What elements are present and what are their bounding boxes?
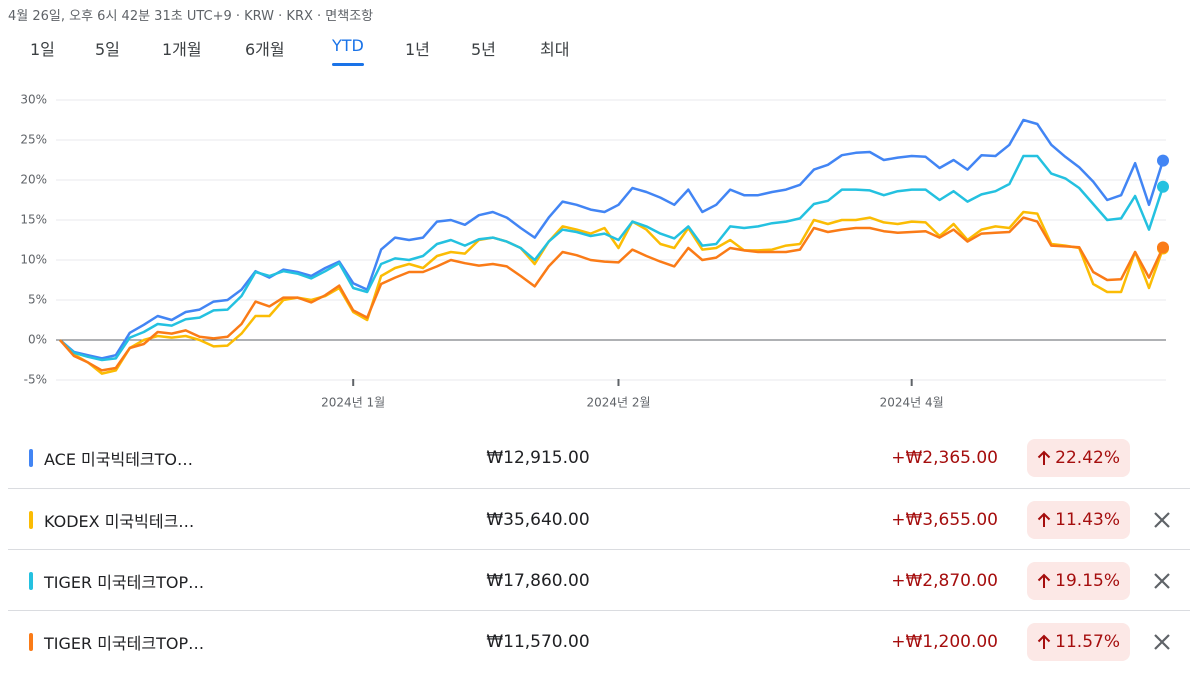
chart: 30% 25% 20% 15% 10% 5% 0% -5% 2024년 1월 2024년 2월 20… <box>20 93 1169 410</box>
range-tab[interactable]: 최대 <box>540 40 570 59</box>
range-tab[interactable]: 5년 <box>471 40 496 59</box>
remove-button[interactable] <box>1152 632 1172 652</box>
up-arrow <box>1037 634 1051 649</box>
up-arrow <box>1037 450 1051 465</box>
range-tab[interactable]: 5일 <box>95 40 120 59</box>
price: ₩12,915.00 <box>486 447 590 468</box>
remove-button[interactable] <box>1152 571 1172 591</box>
end-point <box>1157 180 1169 193</box>
x-tick-label: 2024년 4월 <box>880 396 944 410</box>
up-arrow <box>1037 512 1051 527</box>
color-dot <box>29 448 33 467</box>
end-point <box>1157 241 1169 254</box>
holding-name: KODEX 미국빅테크… <box>44 511 195 531</box>
x-tick-label: 2024년 1월 <box>321 396 385 410</box>
y-tick-label: 20% <box>20 173 47 187</box>
price: ₩35,640.00 <box>486 509 590 530</box>
close-icon <box>1154 633 1170 650</box>
change-pill: 11.43% <box>1027 500 1130 539</box>
x-tick-label: 2024년 2월 <box>586 396 650 410</box>
range-tab[interactable]: 1일 <box>30 40 55 59</box>
y-tick-label: -5% <box>24 373 47 387</box>
change-percent: 22.42% <box>1055 447 1120 468</box>
price: ₩17,860.00 <box>486 570 590 591</box>
range-tab[interactable]: 1년 <box>405 40 430 59</box>
holding-name: ACE 미국빅테크TO… <box>44 449 193 469</box>
range-tab[interactable]: 6개월 <box>245 40 285 59</box>
arrow-shape <box>1037 512 1051 527</box>
color-dot <box>29 571 33 590</box>
arrow-shape <box>1037 573 1051 588</box>
up-arrow <box>1037 573 1051 588</box>
holding-row: KODEX 미국빅테크… ₩35,640.00 +₩3,655.00 11.43% <box>8 488 1190 550</box>
change-percent: 11.43% <box>1055 509 1120 530</box>
color-dot <box>29 632 33 651</box>
price: ₩11,570.00 <box>486 631 590 652</box>
y-tick-label: 25% <box>20 133 47 147</box>
holding-name: TIGER 미국테크TOP… <box>44 633 205 653</box>
range-tab[interactable]: 1개월 <box>162 40 202 59</box>
change-percent: 19.15% <box>1055 570 1120 591</box>
change: +₩1,200.00 <box>891 631 998 652</box>
series-line <box>59 118 1165 360</box>
y-tick-label: 15% <box>20 213 47 227</box>
close-icon <box>1154 572 1170 589</box>
change: +₩2,365.00 <box>891 447 998 468</box>
end-point <box>1157 154 1169 167</box>
series-line <box>59 216 1165 372</box>
change-pill: 11.57% <box>1027 622 1130 661</box>
arrow-shape <box>1037 450 1051 465</box>
y-tick-label: 10% <box>20 253 47 267</box>
change-percent: 11.57% <box>1055 631 1120 652</box>
change: +₩2,870.00 <box>891 570 998 591</box>
y-tick-label: 5% <box>28 293 47 307</box>
change-pill: 19.15% <box>1027 561 1130 600</box>
y-tick-label: 30% <box>20 93 47 107</box>
change-pill: 22.42% <box>1027 438 1130 477</box>
header-meta: 4월 26일, 오후 6시 42분 31초 UTC+9 · KRW · KRX … <box>8 9 374 24</box>
arrow-shape <box>1037 634 1051 649</box>
range-tab[interactable]: YTD <box>332 36 364 66</box>
y-tick-label: 0% <box>28 333 47 347</box>
holding-row: TIGER 미국테크TOP… ₩11,570.00 +₩1,200.00 11.57% <box>8 610 1190 672</box>
close-icon <box>1154 511 1170 528</box>
color-dot <box>29 510 33 529</box>
holding-row: ACE 미국빅테크TO… ₩12,915.00 +₩2,365.00 22.42% <box>8 427 1190 488</box>
series-line <box>59 154 1165 362</box>
change: +₩3,655.00 <box>891 509 998 530</box>
holding-row: TIGER 미국테크TOP… ₩17,860.00 +₩2,870.00 19.15% <box>8 549 1190 611</box>
holding-name: TIGER 미국테크TOP… <box>44 572 205 592</box>
remove-button[interactable] <box>1152 510 1172 530</box>
